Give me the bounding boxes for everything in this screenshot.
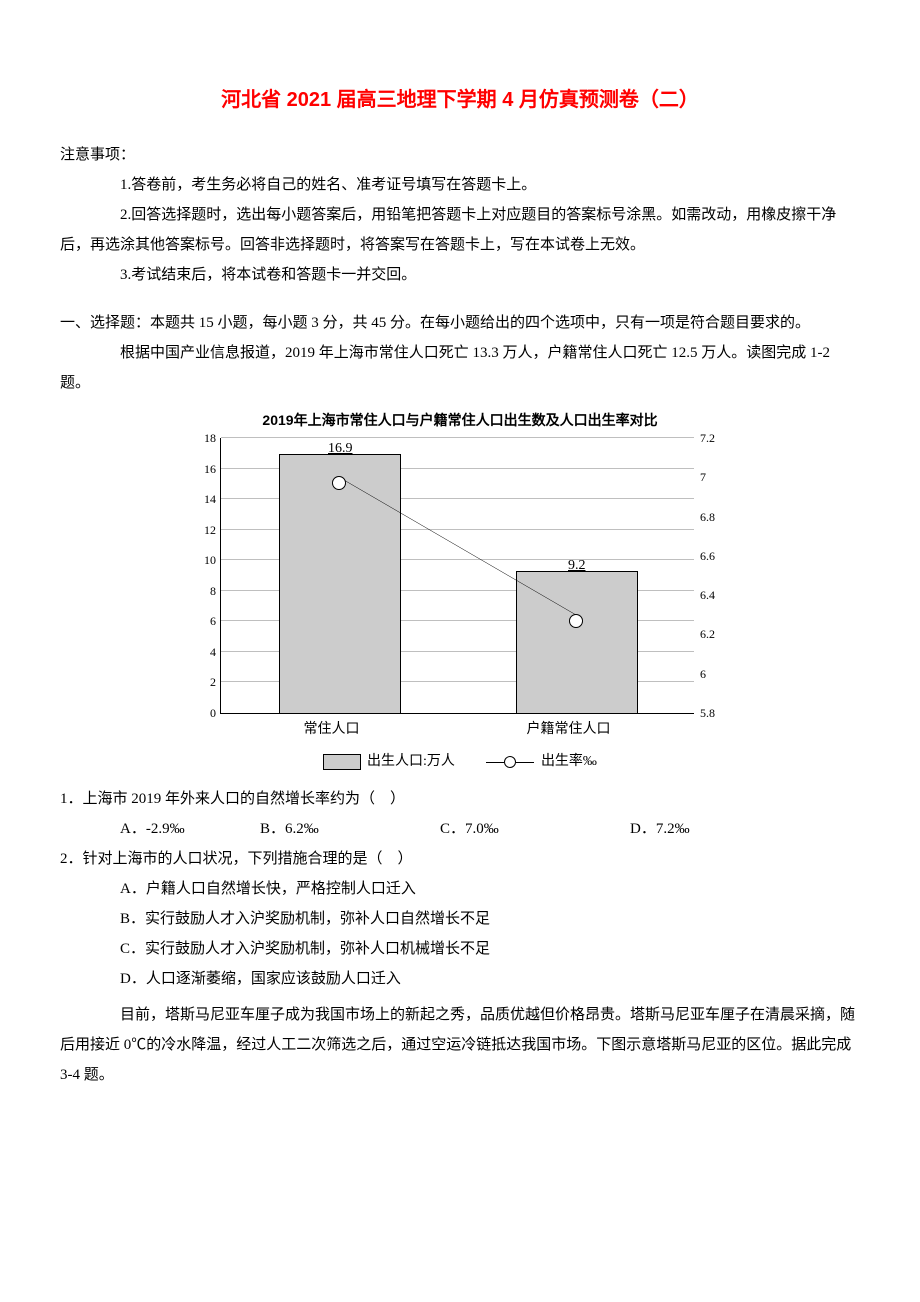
line-marker-1 (569, 614, 583, 628)
q2-stem: 2．针对上海市的人口状况，下列措施合理的是（ ） (60, 844, 860, 874)
passage-2: 目前，塔斯马尼亚车厘子成为我国市场上的新起之秀，品质优越但价格昂贵。塔斯马尼亚车… (60, 1000, 860, 1090)
legend-line-marker (485, 756, 535, 768)
legend-bar: 出生人口:万人 (323, 748, 455, 776)
line-marker-0 (332, 476, 346, 490)
note-2-line1: 2.回答选择题时，选出每小题答案后，用铅笔把答题卡上对应题目的答案标号涂黑。如需… (60, 200, 860, 260)
x-axis-labels: 常住人口户籍常住人口 (220, 716, 694, 744)
q1-choice-a: A．-2.9‰ (120, 814, 260, 844)
note-3: 3.考试结束后，将本试卷和答题卡一并交回。 (60, 260, 860, 290)
chart-legend: 出生人口:万人 出生率‰ (190, 748, 730, 776)
chart-container: 2019年上海市常住人口与户籍常住人口出生数及人口出生率对比 181614121… (60, 406, 860, 776)
q2-choice-a: A．户籍人口自然增长快，严格控制人口迁入 (60, 874, 860, 904)
legend-line: 出生率‰ (485, 748, 597, 776)
section-1-header: 一、选择题：本题共 15 小题，每小题 3 分，共 45 分。在每小题给出的四个… (93, 308, 860, 338)
page-title: 河北省 2021 届高三地理下学期 4 月仿真预测卷（二） (60, 80, 860, 120)
q1-choices: A．-2.9‰ B．6.2‰ C．7.0‰ D．7.2‰ (120, 814, 860, 844)
note-1: 1.答卷前，考生务必将自己的姓名、准考证号填写在答题卡上。 (60, 170, 860, 200)
q2-choice-d: D．人口逐渐萎缩，国家应该鼓励人口迁入 (60, 964, 860, 994)
chart-title: 2019年上海市常住人口与户籍常住人口出生数及人口出生率对比 (190, 406, 730, 434)
y-axis-left: 181614121086420 (190, 438, 220, 713)
plot-area: 16.99.2 (220, 438, 694, 714)
y-axis-right: 7.276.86.66.46.265.8 (694, 438, 730, 713)
q1-choice-b: B．6.2‰ (260, 814, 440, 844)
legend-bar-swatch (323, 754, 361, 770)
legend-bar-label: 出生人口:万人 (367, 748, 455, 776)
legend-line-label: 出生率‰ (541, 748, 597, 776)
q2-choice-b: B．实行鼓励人才入沪奖励机制，弥补人口自然增长不足 (60, 904, 860, 934)
passage-1: 根据中国产业信息报道，2019 年上海市常住人口死亡 13.3 万人，户籍常住人… (60, 338, 860, 398)
q1-choice-d: D．7.2‰ (630, 814, 770, 844)
notes-header: 注意事项： (60, 140, 860, 170)
q1-choice-c: C．7.0‰ (440, 814, 630, 844)
q1-stem: 1．上海市 2019 年外来人口的自然增长率约为（ ） (60, 784, 860, 814)
q2-choice-c: C．实行鼓励人才入沪奖励机制，弥补人口机械增长不足 (60, 934, 860, 964)
